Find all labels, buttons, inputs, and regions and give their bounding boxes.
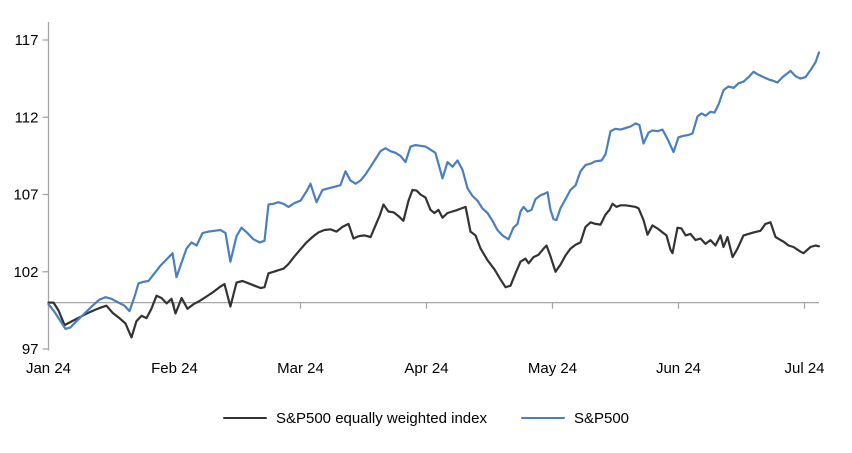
legend-line-swatch-equal-weight (222, 416, 267, 420)
chart-legend: S&P500 equally weighted index S&P500 (0, 406, 852, 430)
x-axis-tick-label: Jul 24 (784, 360, 824, 377)
series-line-sp500-equal-weight (47, 188, 821, 339)
series-line-sp500 (47, 51, 821, 330)
x-axis-tick-label: Mar 24 (277, 360, 324, 377)
y-axis-tick-label: 107 (13, 187, 38, 204)
legend-item-sp500-equal-weight: S&P500 equally weighted index (222, 409, 487, 427)
y-axis-tick-label: 112 (15, 109, 39, 126)
x-axis-tick-label: Jun 24 (656, 360, 701, 377)
x-axis-tick-label: Feb 24 (151, 360, 198, 377)
x-axis-tick-label: May 24 (528, 360, 577, 377)
y-axis-tick-label: 117 (15, 32, 39, 49)
x-axis-tick-label: Apr 24 (404, 360, 448, 377)
legend-line-swatch-sp500 (520, 416, 565, 420)
y-axis-tick-label: 97 (22, 341, 39, 358)
legend-item-sp500: S&P500 (520, 409, 630, 427)
legend-label-sp500: S&P500 (573, 409, 630, 427)
plot-area: 97 102 107 112 117 Jan 24 Feb 24 Mar 24 Apr 24 Ma… (13, 22, 825, 377)
y-axis-tick-label: 102 (13, 264, 38, 281)
x-axis-tick-label: Jan 24 (26, 360, 71, 377)
legend-label-equal-weight: S&P500 equally weighted index (275, 409, 487, 427)
